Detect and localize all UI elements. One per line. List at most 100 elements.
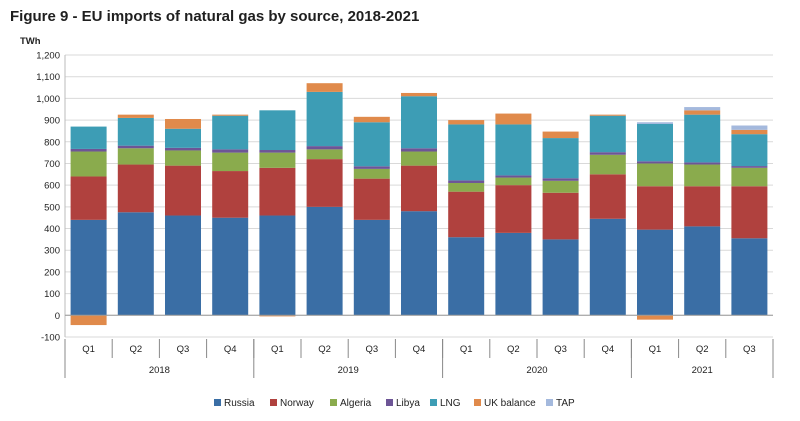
bar-segment-uk-balance [637,315,673,320]
bar-segment-uk-balance [731,129,768,135]
legend-label: Norway [280,398,314,409]
bar-segment-uk-balance [212,114,249,116]
y-axis-ticks: -100 0 100 200 300 400 500 600 700 800 900 1,000 1,1… [36,51,60,344]
y-tick-label: 1,000 [36,94,60,105]
y-tick-label: 0 [55,311,60,322]
bar-segment-algeria [495,177,532,186]
x-tick-label: Q1 [649,344,662,355]
bar-segment-russia [684,226,721,316]
bar-segment-algeria [684,164,721,187]
chart-title: Figure 9 - EU imports of natural gas by … [10,8,420,25]
y-tick-label: 400 [44,224,60,235]
year-label: 2018 [149,365,170,376]
bar-segment-lng [353,122,390,167]
bar-segment-uk-balance [401,92,437,97]
bar-segment-libya [448,180,485,183]
bar-segment-libya [353,166,390,169]
bar-segment-algeria [637,163,673,187]
x-tick-label: Q3 [554,344,567,355]
y-tick-label: 600 [44,181,60,192]
bar-segment-libya [542,178,579,181]
bar-segment-uk-balance [306,83,343,92]
bar-segment-algeria [731,167,768,187]
bar-segment-libya [70,148,107,152]
bar-segment-lng [448,124,485,181]
bar-segment-lng [165,128,201,148]
bar-segment-lng [495,124,532,176]
bar-segment-lng [117,117,154,146]
bar-segment-russia [70,219,107,316]
bar-segment-libya [212,149,249,153]
y-tick-label: 1,200 [36,51,60,62]
x-tick-label: Q3 [177,344,190,355]
bar-segment-uk-balance [542,131,579,139]
bar-segment-uk-balance [589,114,626,116]
x-axis: Q1 Q2 Q3 Q4 Q1 Q2 Q3 Q4 Q1 Q2 Q3 Q4 Q1 Q2 Q3 2018 2019 20… [64,314,774,378]
legend-swatch [214,399,221,406]
y-axis-unit: TWh [20,36,41,47]
bar-segment-algeria [448,182,485,192]
legend-swatch [474,399,481,406]
bar-segment-libya [401,148,437,152]
bar-segment-tap [684,107,721,111]
year-label: 2021 [692,365,713,376]
y-tick-label: 900 [44,116,60,127]
bar-segment-russia [259,215,296,316]
bar-segment-norway [401,165,437,212]
legend-swatch [386,399,393,406]
bar-segment-russia [117,212,154,316]
bar-segment-algeria [165,150,201,166]
bar-segment-algeria [117,148,154,165]
bar-segment-libya [259,150,296,153]
bar-segment-norway [731,186,768,239]
y-tick-label: 800 [44,137,60,148]
bar-segment-lng [731,134,768,167]
bar-segment-russia [212,217,249,316]
y-tick-label: 200 [44,267,60,278]
x-tick-label: Q3 [743,344,756,355]
legend-swatch [270,399,277,406]
bar-segment-algeria [259,152,296,168]
bar-segment-algeria [542,180,579,193]
bar-segment-libya [117,145,154,149]
bar-segment-norway [495,185,532,233]
x-tick-label: Q4 [413,344,426,355]
x-tick-label: Q4 [224,344,237,355]
bar-segment-norway [306,159,343,207]
bar-segment-algeria [70,151,107,177]
legend-label: Algeria [340,398,372,409]
y-tick-label: 100 [44,289,60,300]
bar-segment-norway [589,174,626,219]
bar-segment-libya [306,146,343,150]
bar-segment-norway [70,176,107,220]
bar-segment-norway [637,186,673,230]
bar-segment-algeria [589,154,626,175]
bar-segment-norway [117,164,154,213]
bar-segment-algeria [212,152,249,172]
bar-segment-lng [542,138,579,179]
bar-segment-uk-balance [70,315,107,326]
year-label: 2019 [338,365,359,376]
bar-segment-lng [589,115,626,153]
bar-segment-norway [542,192,579,240]
y-tick-label: -100 [41,333,60,344]
bar-segment-algeria [401,151,437,166]
bar-segment-russia [731,238,768,316]
legend-label: Libya [396,398,420,409]
bar-segment-libya [495,175,532,178]
bar-segment-russia [495,232,532,316]
x-tick-label: Q3 [365,344,378,355]
bar-segment-libya [637,161,673,164]
x-tick-label: Q1 [82,344,95,355]
bar-segment-uk-balance [259,315,296,317]
bar-segment-lng [212,115,249,150]
bar-segment-algeria [353,168,390,179]
bar-segment-libya [165,147,201,151]
bar-segment-russia [637,229,673,316]
bar-segment-lng [259,110,296,151]
bar-segment-russia [165,215,201,316]
x-tick-label: Q1 [271,344,284,355]
x-tick-label: Q2 [696,344,709,355]
bar-segment-uk-balance [117,114,154,118]
